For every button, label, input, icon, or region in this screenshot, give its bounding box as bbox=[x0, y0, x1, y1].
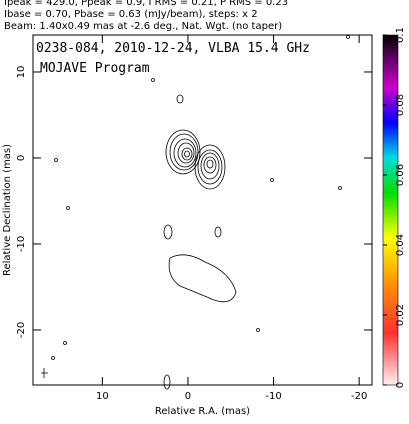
header-line: Beam: 1.40x0.49 mas at -2.6 deg., Nat. W… bbox=[4, 21, 282, 32]
x-tick-label: -10 bbox=[265, 391, 281, 402]
x-tick-label: -20 bbox=[351, 391, 367, 402]
x-tick-label: 0 bbox=[185, 391, 191, 402]
plot-frame bbox=[32, 34, 373, 386]
y-tick-label: 10 bbox=[16, 66, 27, 79]
colorbar-tick-label: 0.08 bbox=[395, 94, 406, 116]
x-tick-label: 10 bbox=[96, 391, 109, 402]
colorbar-tick-label: 0.06 bbox=[395, 164, 406, 186]
colorbar-tick-label: 0 bbox=[395, 382, 406, 388]
colorbar-tick-label: 0.04 bbox=[395, 234, 406, 256]
y-tick-label: -10 bbox=[16, 236, 27, 252]
colorbar bbox=[382, 34, 399, 386]
x-axis-label: Relative R.A. (mas) bbox=[155, 406, 250, 417]
annotation: 0238-084, 2010-12-24, VLBA 15.4 GHz bbox=[36, 41, 310, 56]
y-tick-label: -20 bbox=[16, 322, 27, 338]
y-tick-label: 0 bbox=[16, 155, 27, 161]
colorbar-tick-label: 0.1 bbox=[395, 27, 406, 43]
header-line: Ipeak = 429.0, Ppeak = 0.9, I RMS = 0.21… bbox=[4, 0, 288, 8]
annotation: MOJAVE Program bbox=[40, 61, 150, 76]
contours bbox=[41, 35, 350, 390]
colorbar-tick-label: 0.02 bbox=[395, 304, 406, 326]
header-line: Ibase = 0.70, Pbase = 0.63 (mJy/beam), s… bbox=[4, 9, 258, 20]
y-axis-label: Relative Declination (mas) bbox=[2, 144, 13, 276]
